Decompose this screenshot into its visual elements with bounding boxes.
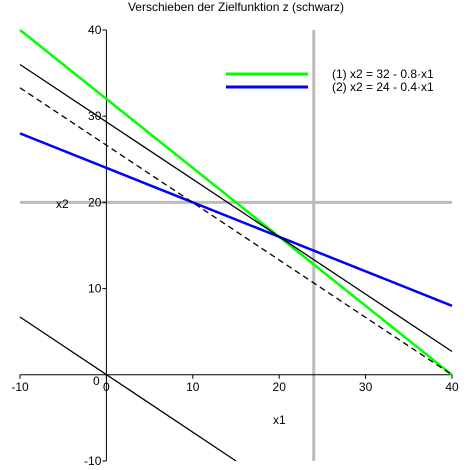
x-tick-label: 30 [359, 380, 373, 394]
axes [20, 30, 452, 461]
y-tick-label: 10 [88, 282, 102, 296]
x-tick-label: 0 [103, 380, 110, 394]
series-line-5 [19, 316, 237, 462]
origin-label: 0 [93, 374, 100, 388]
series-line-3 [19, 63, 453, 353]
x-tick-label: 40 [445, 380, 459, 394]
legend-label-1: (1) x2 = 32 - 0.8·x1 [332, 67, 434, 81]
chart-title: Verschieben der Zielfunktion z (schwarz) [128, 0, 344, 14]
reference-lines [20, 30, 452, 461]
y-axis-label: x2 [56, 197, 69, 211]
y-tick-label: 20 [88, 195, 102, 209]
x-tick-label: 20 [273, 380, 287, 394]
tick-labels: -10 0 10 20 30 40 -10 10 20 30 40 [11, 23, 459, 468]
y-tick-label: 40 [88, 23, 102, 37]
legend-label-2: (2) x2 = 24 - 0.4·x1 [332, 80, 434, 94]
y-tick-label: 30 [88, 109, 102, 123]
x-axis-label: x1 [273, 413, 286, 427]
series-line-2 [19, 132, 453, 307]
x-tick-label: 10 [186, 380, 200, 394]
series-line-1 [19, 29, 453, 376]
series-line-4 [19, 87, 453, 376]
series-lines [19, 29, 453, 462]
legend: (1) x2 = 32 - 0.8·x1(2) x2 = 24 - 0.4·x1 [226, 67, 434, 94]
x-tick-label: -10 [11, 380, 29, 394]
y-tick-label: -10 [84, 454, 102, 468]
